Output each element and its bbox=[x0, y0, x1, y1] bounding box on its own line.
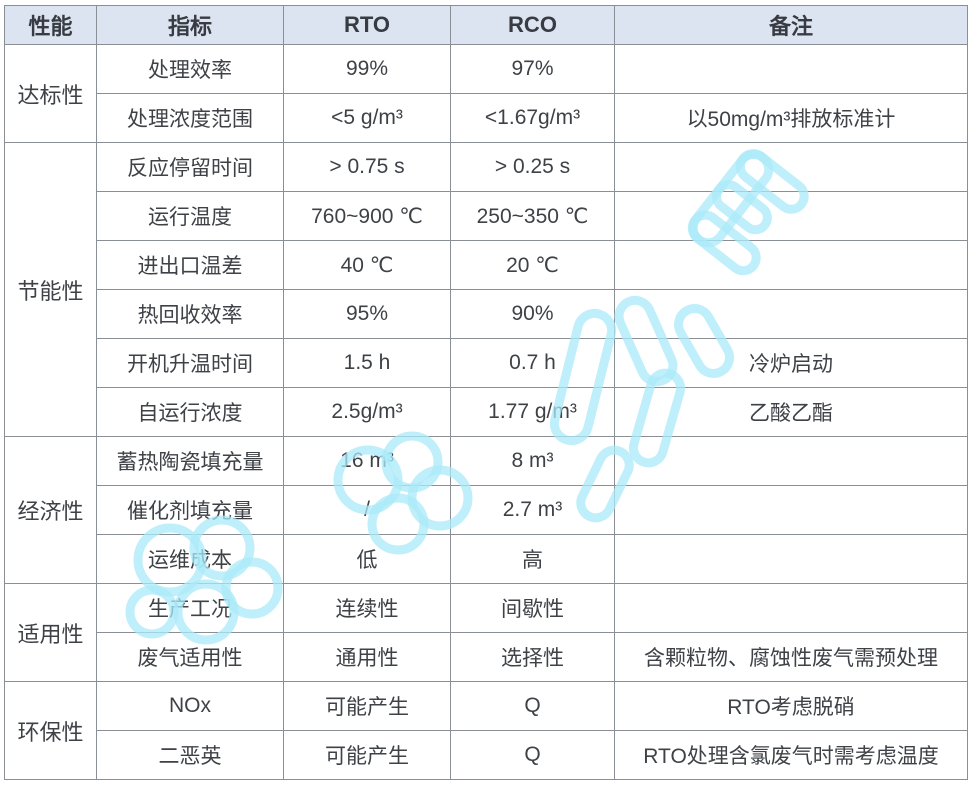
note-cell bbox=[614, 436, 968, 486]
indicator-cell: 自运行浓度 bbox=[96, 387, 284, 437]
rto-value-cell: 低 bbox=[283, 534, 451, 584]
note-cell bbox=[614, 44, 968, 94]
group-label-cell: 节能性 bbox=[4, 142, 97, 437]
group-label-cell: 环保性 bbox=[4, 681, 97, 780]
rto-value-cell: 99% bbox=[283, 44, 451, 94]
table-row: 适用性 生产工况 连续性 间歇性 bbox=[4, 583, 968, 682]
rco-value-cell: 0.7 h bbox=[450, 338, 615, 388]
indicator-cell: 废气适用性 bbox=[96, 632, 284, 682]
note-cell: 冷炉启动 bbox=[614, 338, 968, 388]
rto-value-cell: 通用性 bbox=[283, 632, 451, 682]
table-row: 节能性 反应停留时间 > 0.75 s > 0.25 s bbox=[4, 142, 968, 437]
note-cell bbox=[614, 142, 968, 192]
rco-value-cell: 高 bbox=[450, 534, 615, 584]
indicator-cell: 二恶英 bbox=[96, 730, 284, 780]
note-cell: RTO考虑脱硝 bbox=[614, 681, 968, 731]
rto-value-cell: 可能产生 bbox=[283, 681, 451, 731]
note-cell bbox=[614, 191, 968, 241]
indicator-cell: 运行温度 bbox=[96, 191, 284, 241]
rco-value-cell: 2.7 m³ bbox=[450, 485, 615, 535]
indicator-cell: NOx bbox=[96, 681, 284, 731]
rco-value-cell: 250~350 ℃ bbox=[450, 191, 615, 241]
rco-value-cell: > 0.25 s bbox=[450, 142, 615, 192]
indicator-cell: 处理效率 bbox=[96, 44, 284, 94]
rco-value-cell: 间歇性 bbox=[450, 583, 615, 633]
header-cell-2: RTO bbox=[283, 5, 451, 45]
note-cell: 乙酸乙酯 bbox=[614, 387, 968, 437]
table-header: 性能 指标 RTO RCO 备注 bbox=[4, 5, 968, 45]
header-cell-4: 备注 bbox=[614, 5, 968, 45]
table-row: 废气适用性 通用性 选择性 含颗粒物、腐蚀性废气需预处理 bbox=[5, 632, 968, 682]
indicator-cell: 进出口温差 bbox=[96, 240, 284, 290]
table-row: 自运行浓度 2.5g/m³ 1.77 g/m³ 乙酸乙酯 bbox=[5, 387, 968, 437]
rco-value-cell: 20 ℃ bbox=[450, 240, 615, 290]
rco-value-cell: Q bbox=[450, 730, 615, 780]
table-row: 达标性 处理效率 99% 97% bbox=[4, 44, 968, 143]
rto-value-cell: 2.5g/m³ bbox=[283, 387, 451, 437]
group-label-cell: 适用性 bbox=[4, 583, 97, 682]
indicator-cell: 反应停留时间 bbox=[96, 142, 284, 192]
note-cell bbox=[614, 583, 968, 633]
rto-value-cell: 1.5 h bbox=[283, 338, 451, 388]
note-cell: 含颗粒物、腐蚀性废气需预处理 bbox=[614, 632, 968, 682]
rto-value-cell: 40 ℃ bbox=[283, 240, 451, 290]
table-row: 运行温度 760~900 ℃ 250~350 ℃ bbox=[5, 191, 968, 241]
indicator-cell: 开机升温时间 bbox=[96, 338, 284, 388]
rto-value-cell: 95% bbox=[283, 289, 451, 339]
table-row: 进出口温差 40 ℃ 20 ℃ bbox=[5, 240, 968, 290]
rto-value-cell: / bbox=[283, 485, 451, 535]
rto-value-cell: 可能产生 bbox=[283, 730, 451, 780]
rco-value-cell: 8 m³ bbox=[450, 436, 615, 486]
header-cell-3: RCO bbox=[450, 5, 615, 45]
indicator-cell: 处理浓度范围 bbox=[96, 93, 284, 143]
note-cell bbox=[614, 240, 968, 290]
header-cell-0: 性能 bbox=[4, 5, 97, 45]
indicator-cell: 生产工况 bbox=[96, 583, 284, 633]
indicator-cell: 运维成本 bbox=[96, 534, 284, 584]
table-row: 热回收效率 95% 90% bbox=[5, 289, 968, 339]
table-row: 开机升温时间 1.5 h 0.7 h 冷炉启动 bbox=[5, 338, 968, 388]
rco-value-cell: 90% bbox=[450, 289, 615, 339]
group-label-cell: 达标性 bbox=[4, 44, 97, 143]
rto-value-cell: 760~900 ℃ bbox=[283, 191, 451, 241]
indicator-cell: 催化剂填充量 bbox=[96, 485, 284, 535]
note-cell bbox=[614, 289, 968, 339]
header-row: 性能 指标 RTO RCO 备注 bbox=[4, 5, 968, 45]
rco-value-cell: Q bbox=[450, 681, 615, 731]
header-cell-1: 指标 bbox=[96, 5, 284, 45]
rco-value-cell: 97% bbox=[450, 44, 615, 94]
note-cell: RTO处理含氯废气时需考虑温度 bbox=[614, 730, 968, 780]
rco-value-cell: 选择性 bbox=[450, 632, 615, 682]
note-cell bbox=[614, 534, 968, 584]
table-row: 二恶英 可能产生 Q RTO处理含氯废气时需考虑温度 bbox=[5, 730, 968, 780]
rco-value-cell: <1.67g/m³ bbox=[450, 93, 615, 143]
group-label-cell: 经济性 bbox=[4, 436, 97, 584]
indicator-cell: 蓄热陶瓷填充量 bbox=[96, 436, 284, 486]
indicator-cell: 热回收效率 bbox=[96, 289, 284, 339]
table-row: 催化剂填充量/2.7 m³ bbox=[5, 485, 968, 535]
rto-value-cell: > 0.75 s bbox=[283, 142, 451, 192]
note-cell bbox=[614, 485, 968, 535]
rco-value-cell: 1.77 g/m³ bbox=[450, 387, 615, 437]
table-row: 处理浓度范围 <5 g/m³ <1.67g/m³ 以50mg/m³排放标准计 bbox=[5, 93, 968, 143]
rto-value-cell: <5 g/m³ bbox=[283, 93, 451, 143]
rto-rco-comparison-table: 性能 指标 RTO RCO 备注 达标性 处理效率 99% 97% 处理浓度范围 <5 g/m³ <… bbox=[4, 5, 968, 780]
table-row: 运维成本低高 bbox=[5, 534, 968, 584]
rto-value-cell: 连续性 bbox=[283, 583, 451, 633]
rto-value-cell: 16 m³ bbox=[283, 436, 451, 486]
note-cell: 以50mg/m³排放标准计 bbox=[614, 93, 968, 143]
table-body: 达标性 处理效率 99% 97% 处理浓度范围 <5 g/m³ <1.67g/m³ 以50mg… bbox=[4, 44, 968, 780]
table-row: 经济性 蓄热陶瓷填充量 16 m³ 8 m³ bbox=[4, 436, 968, 584]
table-row: 环保性 NOx 可能产生 Q RTO考虑脱硝 bbox=[4, 681, 968, 780]
